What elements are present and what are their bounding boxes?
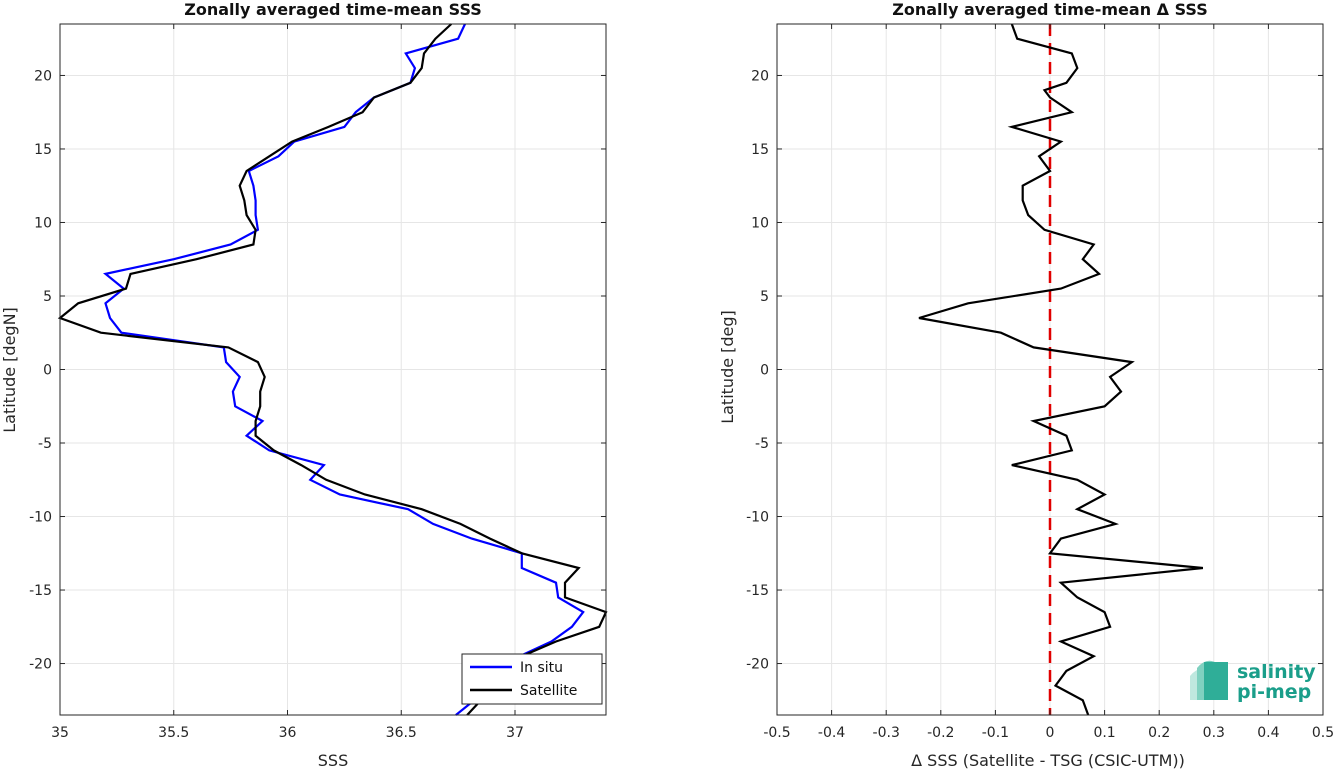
left-x-ticks: 35 35.5 36 36.5 37 <box>51 24 524 741</box>
left-y-ticks: -20 -15 -10 -5 0 5 10 15 20 <box>29 68 606 673</box>
logo-text-pi-mep: pi-mep <box>1237 681 1311 703</box>
left-panel: 35 35.5 36 36.5 37 -20 -15 -10 -5 0 5 10 15 20 Zonal… <box>0 0 608 769</box>
series-line-in-situ <box>103 23 585 716</box>
right-panel: -0.5 -0.4 -0.3 -0.2 -0.1 0 0.1 0.2 0.3 0.4 0.5 -20… <box>718 0 1334 769</box>
y-tick-label: -20 <box>746 657 769 673</box>
x-tick-label: 36.5 <box>386 725 417 741</box>
right-x-ticks: -0.5 -0.4 -0.3 -0.2 -0.1 0 0.1 0.2 0.3 0.4 0.5 <box>763 24 1334 741</box>
left-legend: In situ Satellite <box>461 653 603 705</box>
x-tick-label: 0.2 <box>1148 725 1170 741</box>
right-x-axis-label: Δ SSS (Satellite - TSG (CSIC-UTM)) <box>911 751 1185 769</box>
y-tick-label: 0 <box>760 363 769 379</box>
y-tick-label: 10 <box>34 215 52 231</box>
y-tick-label: 20 <box>751 68 769 84</box>
right-y-axis-label: Latitude [deg] <box>718 310 737 424</box>
y-tick-label: -5 <box>38 436 52 452</box>
x-tick-label: 0.1 <box>1093 725 1115 741</box>
logo-wave-icon <box>1190 660 1228 700</box>
x-tick-label: 0.5 <box>1312 725 1334 741</box>
y-tick-label: -15 <box>29 583 52 599</box>
right-series <box>918 23 1204 716</box>
right-chart-title: Zonally averaged time-mean Δ SSS <box>892 0 1208 19</box>
x-tick-label: 0 <box>1046 725 1055 741</box>
legend-box <box>461 653 603 705</box>
x-tick-label: -0.5 <box>763 725 790 741</box>
legend-label-satellite: Satellite <box>520 683 577 699</box>
y-tick-label: 15 <box>34 142 52 158</box>
y-tick-label: 20 <box>34 68 52 84</box>
y-tick-label: -10 <box>746 510 769 526</box>
x-tick-label: -0.3 <box>873 725 900 741</box>
salinity-pi-mep-logo: salinity pi-mep <box>1190 660 1316 703</box>
legend-label-in-situ: In situ <box>520 660 563 676</box>
y-tick-label: -5 <box>755 436 769 452</box>
x-tick-label: 0.3 <box>1203 725 1225 741</box>
y-tick-label: 15 <box>751 142 769 158</box>
x-tick-label: 37 <box>506 725 524 741</box>
x-tick-label: 36 <box>279 725 297 741</box>
left-y-axis-label: Latitude [degN] <box>0 307 19 433</box>
left-x-axis-label: SSS <box>318 751 348 769</box>
y-tick-label: -10 <box>29 510 52 526</box>
y-tick-label: -20 <box>29 657 52 673</box>
x-tick-label: 35 <box>51 725 69 741</box>
logo-text-salinity: salinity <box>1237 661 1316 683</box>
left-grid <box>59 24 606 715</box>
x-tick-label: -0.4 <box>818 725 845 741</box>
y-tick-label: -15 <box>746 583 769 599</box>
y-tick-label: 0 <box>43 363 52 379</box>
y-tick-label: 10 <box>751 215 769 231</box>
left-series <box>57 23 608 716</box>
right-y-ticks: -20 -15 -10 -5 0 5 10 15 20 <box>746 68 1323 673</box>
x-tick-label: 35.5 <box>158 725 189 741</box>
x-tick-label: -0.2 <box>927 725 954 741</box>
y-tick-label: 5 <box>43 289 52 305</box>
series-line-series-0 <box>918 23 1204 716</box>
y-tick-label: 5 <box>760 289 769 305</box>
x-tick-label: 0.4 <box>1257 725 1279 741</box>
series-line-satellite <box>57 23 608 716</box>
x-tick-label: -0.1 <box>982 725 1009 741</box>
left-chart-title: Zonally averaged time-mean SSS <box>184 0 482 19</box>
